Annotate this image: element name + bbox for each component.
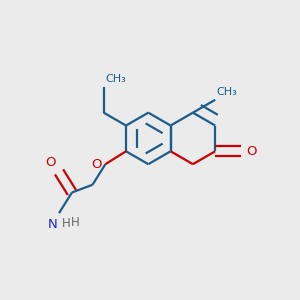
Text: N: N	[48, 218, 58, 230]
Text: O: O	[45, 156, 56, 169]
Text: H: H	[61, 217, 70, 230]
Text: CH₃: CH₃	[217, 87, 237, 97]
Text: O: O	[91, 158, 102, 171]
Text: CH₃: CH₃	[105, 74, 126, 84]
Text: H: H	[71, 216, 80, 229]
Text: O: O	[246, 145, 257, 158]
